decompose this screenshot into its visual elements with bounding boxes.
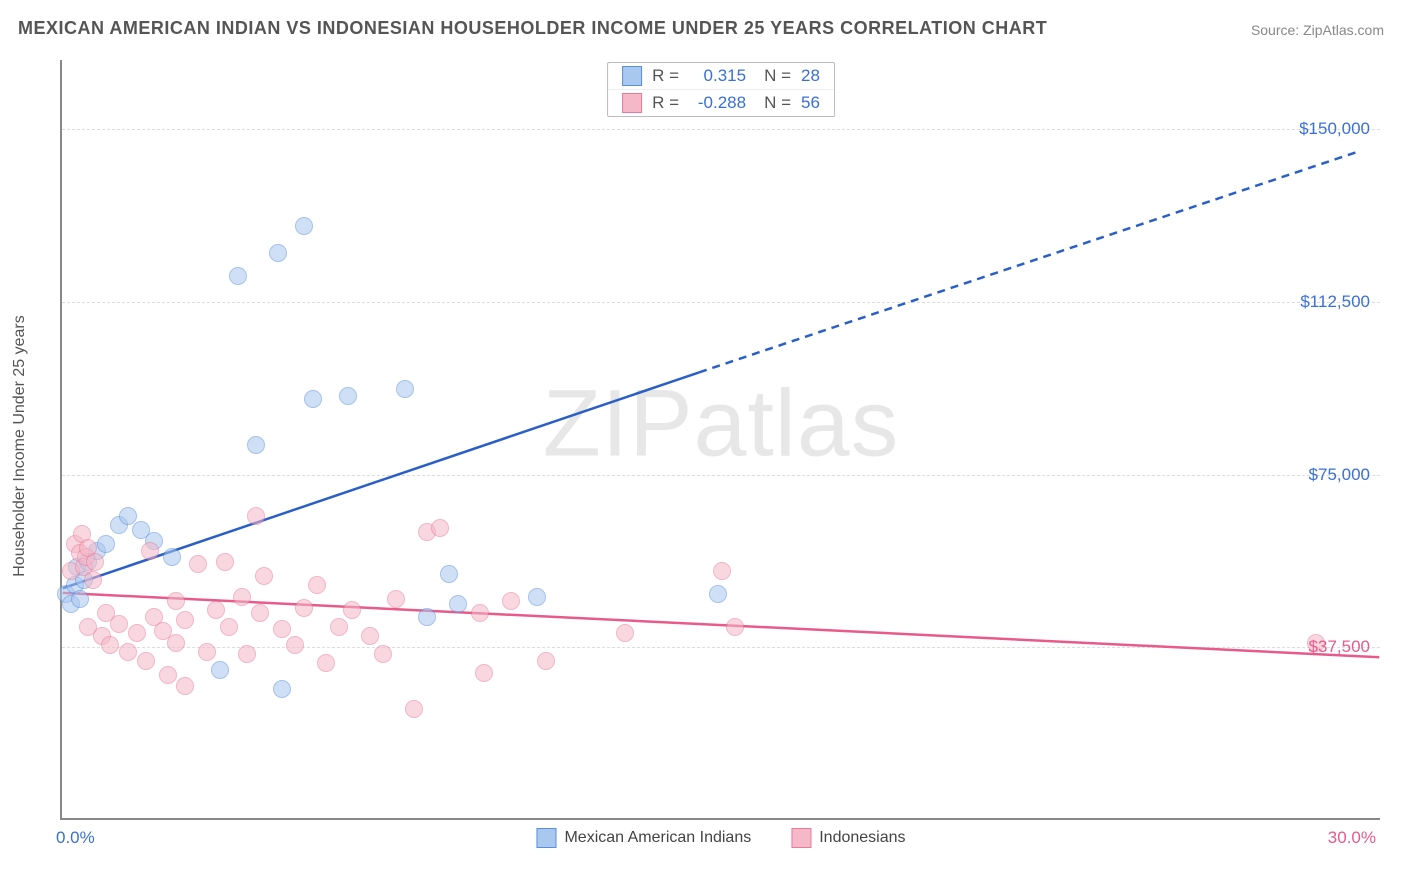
scatter-point bbox=[167, 592, 185, 610]
scatter-point bbox=[317, 654, 335, 672]
n-label: N = bbox=[764, 66, 791, 86]
scatter-point bbox=[713, 562, 731, 580]
scatter-point bbox=[141, 542, 159, 560]
scatter-point bbox=[101, 636, 119, 654]
scatter-point bbox=[418, 608, 436, 626]
r-value: 0.315 bbox=[690, 66, 746, 86]
scatter-point bbox=[163, 548, 181, 566]
y-tick-label: $75,000 bbox=[1309, 465, 1370, 485]
scatter-point bbox=[295, 217, 313, 235]
legend-swatch bbox=[791, 828, 811, 848]
trend-line bbox=[63, 372, 699, 588]
legend-item: Mexican American Indians bbox=[536, 828, 751, 848]
r-label: R = bbox=[652, 93, 680, 113]
scatter-point bbox=[233, 588, 251, 606]
n-value: 56 bbox=[801, 93, 820, 113]
scatter-point bbox=[119, 643, 137, 661]
scatter-point bbox=[211, 661, 229, 679]
scatter-point bbox=[304, 390, 322, 408]
source-label: Source: ZipAtlas.com bbox=[1251, 22, 1384, 38]
legend-swatch bbox=[536, 828, 556, 848]
scatter-point bbox=[374, 645, 392, 663]
stat-row: R = -0.288 N = 56 bbox=[608, 89, 834, 116]
y-tick-label: $112,500 bbox=[1300, 292, 1370, 312]
r-label: R = bbox=[652, 66, 680, 86]
scatter-point bbox=[440, 565, 458, 583]
scatter-point bbox=[431, 519, 449, 537]
scatter-point bbox=[86, 553, 104, 571]
scatter-point bbox=[128, 624, 146, 642]
scatter-point bbox=[247, 507, 265, 525]
series-swatch bbox=[622, 66, 642, 86]
scatter-point bbox=[84, 571, 102, 589]
scatter-point bbox=[286, 636, 304, 654]
scatter-point bbox=[137, 652, 155, 670]
legend-label: Mexican American Indians bbox=[564, 829, 751, 847]
scatter-point bbox=[176, 611, 194, 629]
scatter-point bbox=[273, 680, 291, 698]
scatter-point bbox=[396, 380, 414, 398]
scatter-point bbox=[216, 553, 234, 571]
y-tick-label: $37,500 bbox=[1309, 637, 1370, 657]
scatter-point bbox=[167, 634, 185, 652]
correlation-stat-box: R = 0.315 N = 28 R = -0.288 N = 56 bbox=[607, 62, 835, 117]
scatter-point bbox=[198, 643, 216, 661]
y-tick-label: $150,000 bbox=[1299, 119, 1370, 139]
scatter-point bbox=[405, 700, 423, 718]
scatter-point bbox=[255, 567, 273, 585]
scatter-point bbox=[295, 599, 313, 617]
scatter-point bbox=[207, 601, 225, 619]
r-value: -0.288 bbox=[690, 93, 746, 113]
scatter-point bbox=[308, 576, 326, 594]
trend-line bbox=[699, 152, 1357, 373]
series-swatch bbox=[622, 93, 642, 113]
scatter-point bbox=[330, 618, 348, 636]
scatter-point bbox=[176, 677, 194, 695]
scatter-point bbox=[502, 592, 520, 610]
n-label: N = bbox=[764, 93, 791, 113]
scatter-point bbox=[251, 604, 269, 622]
legend-label: Indonesians bbox=[819, 829, 905, 847]
x-tick-label: 0.0% bbox=[56, 828, 95, 848]
series-legend: Mexican American Indians Indonesians bbox=[536, 828, 905, 848]
x-tick-label: 30.0% bbox=[1328, 828, 1376, 848]
scatter-point bbox=[528, 588, 546, 606]
chart-title: MEXICAN AMERICAN INDIAN VS INDONESIAN HO… bbox=[18, 18, 1047, 39]
scatter-point bbox=[229, 267, 247, 285]
scatter-point bbox=[97, 535, 115, 553]
scatter-point bbox=[339, 387, 357, 405]
scatter-point bbox=[189, 555, 207, 573]
scatter-point bbox=[537, 652, 555, 670]
y-axis-label: Householder Income Under 25 years bbox=[11, 315, 29, 576]
scatter-point bbox=[159, 666, 177, 684]
scatter-point bbox=[273, 620, 291, 638]
scatter-point bbox=[110, 615, 128, 633]
scatter-point bbox=[726, 618, 744, 636]
scatter-point bbox=[709, 585, 727, 603]
plot-area: ZIPatlas R =0.315N =28R =-0.288N =56 Mex… bbox=[60, 60, 1380, 820]
scatter-point bbox=[247, 436, 265, 454]
scatter-point bbox=[238, 645, 256, 663]
scatter-point bbox=[361, 627, 379, 645]
stat-row: R = 0.315 N = 28 bbox=[608, 63, 834, 89]
scatter-point bbox=[269, 244, 287, 262]
scatter-point bbox=[616, 624, 634, 642]
n-value: 28 bbox=[801, 66, 820, 86]
scatter-point bbox=[387, 590, 405, 608]
scatter-point bbox=[220, 618, 238, 636]
scatter-point bbox=[71, 590, 89, 608]
scatter-point bbox=[449, 595, 467, 613]
scatter-point bbox=[471, 604, 489, 622]
legend-item: Indonesians bbox=[791, 828, 905, 848]
scatter-point bbox=[475, 664, 493, 682]
scatter-point bbox=[343, 601, 361, 619]
